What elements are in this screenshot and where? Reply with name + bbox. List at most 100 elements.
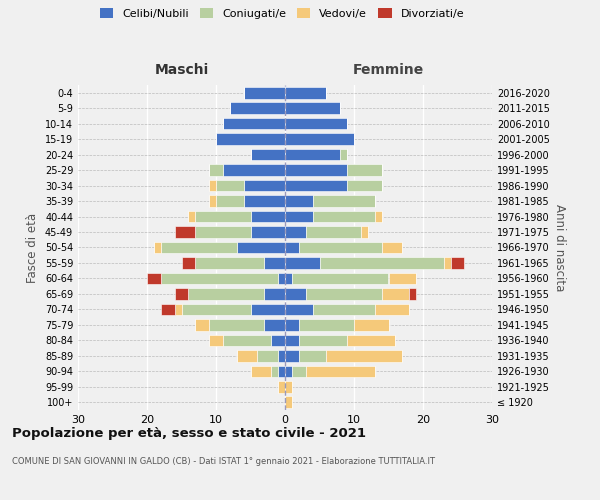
Bar <box>265 288 285 300</box>
Bar <box>251 210 285 222</box>
Bar <box>285 164 347 176</box>
Bar <box>244 87 285 99</box>
Bar <box>175 288 188 300</box>
Bar <box>285 180 347 192</box>
Bar <box>285 304 313 315</box>
Text: Femmine: Femmine <box>353 64 424 78</box>
Bar <box>306 366 374 377</box>
Bar <box>443 257 451 269</box>
Bar <box>251 304 285 315</box>
Bar <box>223 334 271 346</box>
Bar <box>299 334 347 346</box>
Bar <box>278 272 285 284</box>
Bar <box>278 381 285 392</box>
Bar <box>299 350 326 362</box>
Bar <box>382 242 402 254</box>
Bar <box>320 257 444 269</box>
Bar <box>182 304 251 315</box>
Bar <box>209 180 216 192</box>
Bar <box>278 366 285 377</box>
Y-axis label: Fasce di età: Fasce di età <box>26 212 39 282</box>
Bar <box>285 272 292 284</box>
Bar <box>285 134 354 145</box>
Bar <box>285 350 299 362</box>
Bar <box>354 319 389 330</box>
Bar <box>209 164 223 176</box>
Bar <box>161 304 175 315</box>
Bar <box>285 118 347 130</box>
Bar <box>340 149 347 160</box>
Bar <box>285 381 292 392</box>
Bar <box>299 319 354 330</box>
Bar <box>285 334 299 346</box>
Bar <box>313 304 374 315</box>
Bar <box>188 288 265 300</box>
Bar <box>265 257 285 269</box>
Bar <box>196 210 251 222</box>
Bar <box>347 334 395 346</box>
Bar <box>292 366 306 377</box>
Bar <box>285 226 306 238</box>
Bar <box>361 226 368 238</box>
Bar <box>285 102 340 114</box>
Bar <box>251 226 285 238</box>
Bar <box>216 134 285 145</box>
Bar <box>244 180 285 192</box>
Bar <box>285 319 299 330</box>
Bar <box>196 257 265 269</box>
Bar <box>175 304 182 315</box>
Bar <box>244 196 285 207</box>
Legend: Celibi/Nubili, Coniugati/e, Vedovi/e, Divorziati/e: Celibi/Nubili, Coniugati/e, Vedovi/e, Di… <box>100 8 464 19</box>
Bar <box>175 226 196 238</box>
Bar <box>209 196 216 207</box>
Bar <box>285 366 292 377</box>
Bar <box>299 242 382 254</box>
Bar <box>382 288 409 300</box>
Bar <box>154 242 161 254</box>
Bar <box>451 257 464 269</box>
Bar <box>209 319 265 330</box>
Bar <box>278 350 285 362</box>
Bar <box>209 334 223 346</box>
Bar <box>257 350 278 362</box>
Bar <box>216 180 244 192</box>
Bar <box>313 210 374 222</box>
Text: Maschi: Maschi <box>154 64 209 78</box>
Bar <box>374 210 382 222</box>
Bar <box>196 319 209 330</box>
Bar <box>285 288 306 300</box>
Bar <box>285 242 299 254</box>
Text: COMUNE DI SAN GIOVANNI IN GALDO (CB) - Dati ISTAT 1° gennaio 2021 - Elaborazione: COMUNE DI SAN GIOVANNI IN GALDO (CB) - D… <box>12 458 435 466</box>
Bar <box>230 102 285 114</box>
Bar <box>285 196 313 207</box>
Bar <box>223 118 285 130</box>
Bar <box>161 272 278 284</box>
Bar <box>196 226 251 238</box>
Bar <box>285 257 320 269</box>
Bar <box>271 334 285 346</box>
Bar <box>285 210 313 222</box>
Bar <box>409 288 416 300</box>
Text: Popolazione per età, sesso e stato civile - 2021: Popolazione per età, sesso e stato civil… <box>12 428 366 440</box>
Bar <box>347 164 382 176</box>
Bar <box>237 242 285 254</box>
Bar <box>251 366 271 377</box>
Bar <box>161 242 237 254</box>
Bar <box>188 210 196 222</box>
Bar <box>389 272 416 284</box>
Bar <box>347 180 382 192</box>
Bar <box>223 164 285 176</box>
Bar <box>147 272 161 284</box>
Bar <box>292 272 389 284</box>
Bar <box>271 366 278 377</box>
Bar <box>182 257 196 269</box>
Bar <box>374 304 409 315</box>
Bar <box>285 87 326 99</box>
Bar <box>306 288 382 300</box>
Bar <box>285 149 340 160</box>
Bar <box>216 196 244 207</box>
Bar <box>306 226 361 238</box>
Y-axis label: Anni di nascita: Anni di nascita <box>553 204 566 291</box>
Bar <box>251 149 285 160</box>
Bar <box>265 319 285 330</box>
